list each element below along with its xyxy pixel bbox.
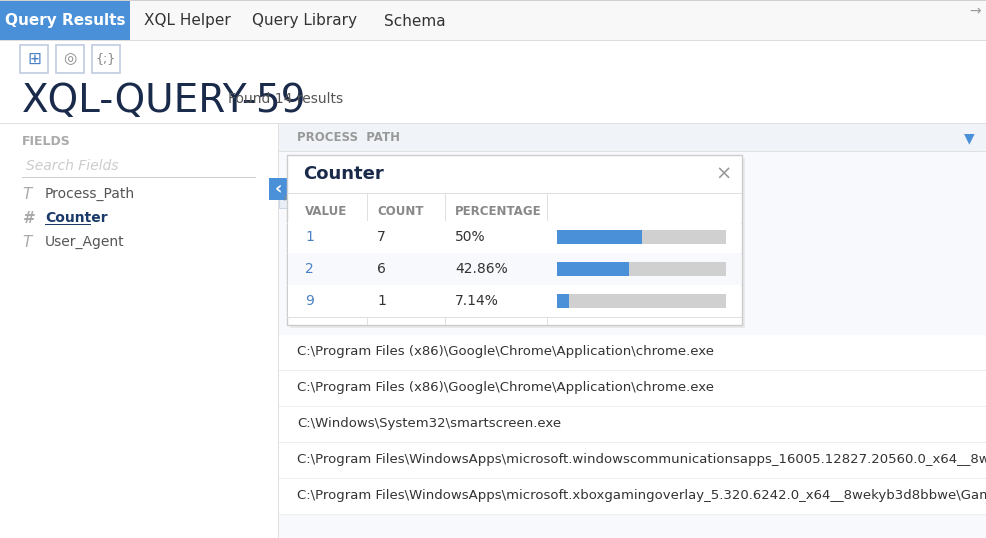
Text: C:\Program Files\WindowsApps\microsoft.xboxgamingoverlay_5.320.6242.0_x64__8weky: C:\Program Files\WindowsApps\microsoft.x… — [297, 490, 986, 502]
Text: ⊞: ⊞ — [27, 50, 40, 68]
Bar — [556, 262, 726, 276]
Bar — [278, 123, 279, 538]
Bar — [45, 224, 91, 225]
Bar — [0, 79, 986, 124]
Text: 42.86%: 42.86% — [455, 262, 507, 276]
Bar — [279, 479, 986, 515]
Bar — [288, 221, 740, 253]
Bar — [0, 123, 278, 538]
Text: COUNT: COUNT — [377, 205, 423, 218]
Text: Query Results: Query Results — [5, 13, 125, 29]
Bar — [56, 45, 84, 73]
Bar — [279, 514, 986, 515]
Text: 6: 6 — [377, 262, 386, 276]
Bar — [0, 40, 986, 41]
Text: 1: 1 — [377, 294, 386, 308]
Bar — [287, 253, 741, 254]
Text: 1: 1 — [305, 230, 314, 244]
Text: Process_Path: Process_Path — [45, 187, 135, 201]
Text: XQL-QUERY-59: XQL-QUERY-59 — [22, 82, 307, 120]
Bar — [279, 407, 986, 443]
Bar — [279, 370, 986, 371]
Bar — [279, 406, 986, 407]
Bar — [20, 45, 48, 73]
Bar — [287, 193, 741, 194]
Bar — [290, 158, 744, 328]
Text: ‹: ‹ — [274, 180, 281, 198]
Bar — [279, 443, 986, 479]
Text: 2: 2 — [305, 262, 314, 276]
Bar — [0, 1, 130, 40]
Bar — [279, 371, 986, 407]
Bar — [556, 230, 726, 244]
Bar — [445, 193, 446, 325]
Bar — [556, 294, 726, 308]
Text: #: # — [22, 211, 33, 226]
Bar — [287, 155, 741, 325]
Text: →: → — [968, 4, 980, 18]
Bar — [287, 223, 741, 224]
Text: ×: × — [715, 165, 732, 184]
Text: Counter: Counter — [303, 165, 384, 183]
Text: T: T — [22, 235, 32, 250]
Text: 9: 9 — [305, 294, 314, 308]
Text: C:\Program Files\WindowsApps\microsoft.windowscommunicationsapps_16005.12827.205: C:\Program Files\WindowsApps\microsoft.w… — [297, 454, 986, 466]
Text: ▼: ▼ — [962, 131, 973, 145]
Text: T: T — [22, 187, 32, 202]
Bar — [556, 230, 641, 244]
Bar — [22, 155, 255, 177]
Text: Search Fields: Search Fields — [26, 159, 118, 173]
Bar — [288, 253, 740, 285]
Bar — [279, 442, 986, 443]
Bar — [546, 193, 547, 325]
Bar — [279, 123, 986, 538]
Text: User_Agent: User_Agent — [45, 235, 124, 249]
Bar — [92, 45, 120, 73]
Bar — [556, 262, 629, 276]
Bar — [287, 285, 741, 286]
Bar — [288, 285, 740, 317]
Text: XQL Helper: XQL Helper — [144, 13, 231, 29]
Text: C:\Windows\System32\smartscreen.exe: C:\Windows\System32\smartscreen.exe — [297, 417, 561, 430]
Bar — [279, 151, 986, 152]
Bar — [0, 0, 986, 1]
Text: 50%: 50% — [455, 230, 485, 244]
Text: ›: › — [282, 191, 288, 205]
Text: C:\Program Files (x86)\Google\Chrome\Application\chrome.exe: C:\Program Files (x86)\Google\Chrome\App… — [297, 381, 713, 394]
Bar — [0, 123, 986, 124]
Bar — [367, 193, 368, 325]
Text: {;}: {;} — [96, 53, 116, 66]
Text: 7: 7 — [377, 230, 386, 244]
Bar — [287, 317, 741, 318]
Bar — [0, 41, 986, 79]
Bar — [556, 294, 569, 308]
Text: 7.14%: 7.14% — [455, 294, 498, 308]
Text: PERCENTAGE: PERCENTAGE — [455, 205, 541, 218]
Bar — [22, 177, 255, 178]
Bar — [0, 1, 986, 40]
Bar — [279, 188, 291, 208]
Text: Found 14 results: Found 14 results — [228, 92, 343, 106]
Bar — [279, 478, 986, 479]
Text: Query Library: Query Library — [252, 13, 357, 29]
Text: FIELDS: FIELDS — [22, 135, 71, 148]
Bar — [279, 123, 986, 151]
Text: C:\Program Files (x86)\Google\Chrome\Application\chrome.exe: C:\Program Files (x86)\Google\Chrome\App… — [297, 345, 713, 358]
Text: Counter: Counter — [45, 211, 107, 225]
Text: VALUE: VALUE — [305, 205, 347, 218]
Text: Schema: Schema — [384, 13, 446, 29]
Text: PROCESS  PATH: PROCESS PATH — [297, 131, 399, 144]
Text: ◎: ◎ — [63, 52, 77, 67]
Bar — [279, 335, 986, 371]
Bar — [269, 178, 287, 200]
